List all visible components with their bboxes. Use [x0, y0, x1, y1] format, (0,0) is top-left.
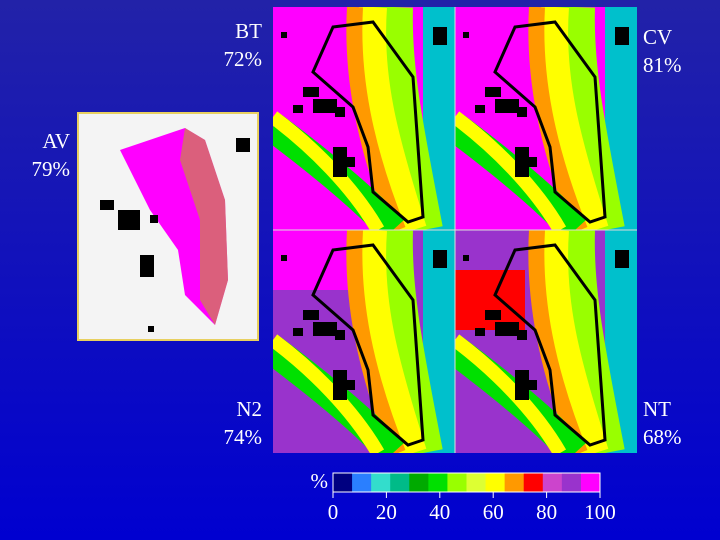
panel-label: CV [643, 25, 672, 49]
colorbar-swatch [390, 473, 410, 492]
map-nt [455, 230, 637, 453]
colorbar-swatch [371, 473, 391, 492]
map-bt [273, 7, 455, 230]
colorbar-swatch [409, 473, 429, 492]
panel-label: N2 [236, 397, 262, 421]
colorbar-tick-label: 80 [536, 500, 557, 524]
map-n2 [273, 230, 455, 453]
colorbar-unit: % [311, 469, 329, 493]
panel-percent: 72% [224, 47, 263, 71]
colorbar-tick-label: 40 [429, 500, 450, 524]
colorbar-frame [332, 472, 601, 493]
colorbar-swatch [428, 473, 448, 492]
colorbar-swatch [466, 473, 487, 492]
colorbar-tick-label: 100 [584, 500, 616, 524]
colorbar: 0 20 40 60 80 100 [328, 472, 616, 524]
panel-percent: 74% [224, 425, 263, 449]
colorbar-swatch [523, 473, 544, 492]
colorbar-tick-label: 0 [328, 500, 339, 524]
colorbar-swatch [542, 473, 563, 492]
colorbar-swatch [504, 473, 525, 492]
panel-percent: 79% [32, 157, 71, 181]
colorbar-swatch [580, 473, 601, 492]
colorbar-swatch [333, 473, 353, 492]
panel-label: AV [42, 129, 70, 153]
panel-label: NT [643, 397, 671, 421]
colorbar-swatch [352, 473, 372, 492]
colorbar-tick-label: 20 [376, 500, 397, 524]
panel-percent: 68% [643, 425, 682, 449]
panel-percent: 81% [643, 53, 682, 77]
colorbar-swatch [447, 473, 467, 492]
map-cv [455, 7, 637, 230]
colorbar-swatch [561, 473, 582, 492]
colorbar-tick-label: 60 [483, 500, 504, 524]
colorbar-swatch [485, 473, 506, 492]
panel-label: BT [235, 19, 262, 43]
map-av [77, 112, 259, 341]
